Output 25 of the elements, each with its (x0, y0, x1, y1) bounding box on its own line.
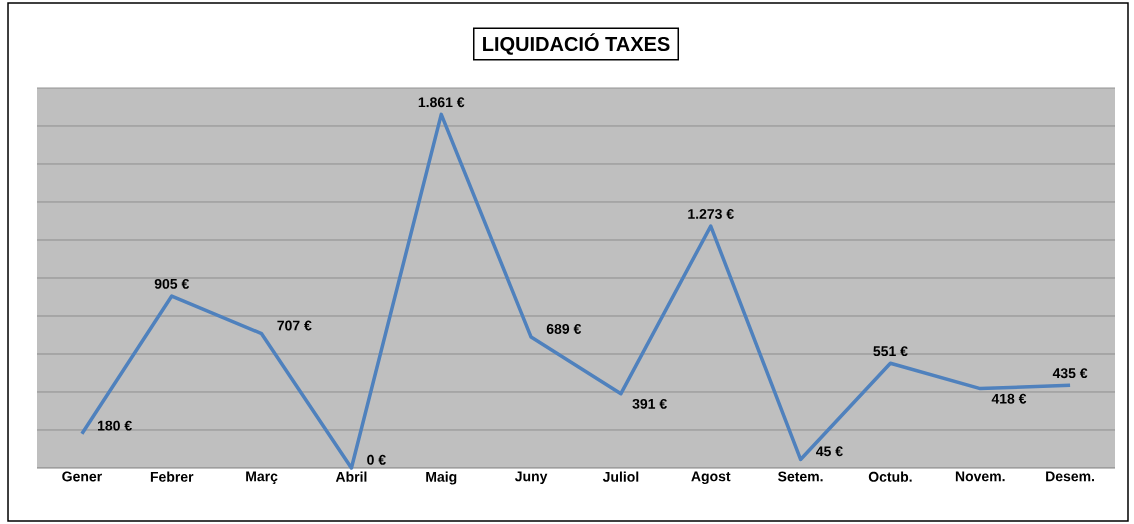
x-tick-label: Setem. (778, 471, 823, 482)
data-label: 689 € (546, 323, 582, 334)
data-label: 551 € (873, 346, 908, 357)
x-tick-label: Març (246, 471, 278, 485)
chart-title: LIQUIDACIÓ TAXES (483, 33, 670, 55)
x-tick-label: Abril (335, 471, 367, 482)
data-label: 707 € (277, 320, 312, 331)
data-label: 905 € (154, 278, 190, 289)
data-label: 45 € (816, 446, 843, 457)
x-tick-label: Novem. (955, 471, 1005, 482)
x-tick-label: Gener (62, 471, 102, 482)
x-tick-label: Maig (426, 471, 457, 485)
data-label: 1.273 € (688, 208, 734, 219)
x-tick-label: Febrer (150, 471, 194, 482)
data-label: 1.861 € (418, 97, 465, 108)
data-label: 0 € (367, 454, 386, 465)
x-tick-label: Juliol (602, 471, 639, 482)
data-label: 435 € (1052, 368, 1088, 379)
x-tick-label: Juny (514, 471, 548, 485)
x-tick-label: Agost (691, 471, 731, 485)
x-tick-label: Octub. (868, 471, 912, 482)
data-label: 391 € (632, 398, 667, 409)
data-label: 180 € (98, 420, 132, 431)
data-label: 418 € (991, 393, 1027, 404)
x-tick-label: Desem. (1046, 471, 1094, 482)
